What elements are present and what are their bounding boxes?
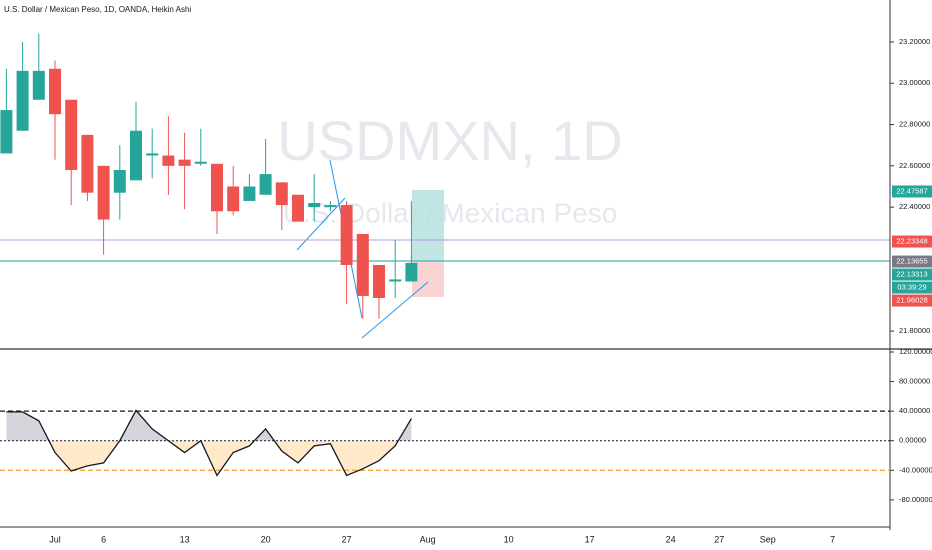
header: U.S. Dollar / Mexican Peso, 1D, OANDA, H… (4, 5, 191, 14)
candle-body (292, 194, 304, 222)
price-badge (892, 235, 932, 248)
candle-body (0, 110, 13, 154)
countdown: 03:39:29 (897, 283, 926, 292)
candle-body (243, 186, 256, 201)
x-tick-label: Sep (760, 534, 776, 544)
long-position-target[interactable] (412, 190, 444, 261)
candle-body (97, 165, 110, 220)
trend-line[interactable] (361, 281, 429, 339)
y-tick-label: 40.00000 (899, 406, 930, 415)
price-badge-label: 22.13313 (896, 270, 927, 279)
candle-body (162, 155, 175, 166)
x-tick-label: 13 (180, 534, 190, 544)
y-tick-label: 120.00000 (899, 347, 932, 356)
candle-body (113, 169, 126, 193)
watermark-name: U.S. Dollar / Mexican Peso (283, 197, 618, 228)
candle-body (389, 279, 402, 282)
x-tick-label: 20 (261, 534, 271, 544)
price-badge (892, 255, 932, 268)
candle-body (405, 262, 418, 282)
candle-body (308, 203, 321, 208)
y-tick-label: 21.80000 (899, 326, 930, 335)
y-tick-label: 22.40000 (899, 202, 930, 211)
y-tick-label: -40.00000 (899, 465, 932, 474)
price-badge (892, 294, 932, 307)
x-tick-label: 17 (585, 534, 595, 544)
price-badge-label: 21.96028 (896, 296, 927, 305)
candle-body (81, 134, 94, 193)
y-tick-label: -80.00000 (899, 495, 932, 504)
watermark-symbol: USDMXN, 1D (277, 109, 622, 172)
price-badge (892, 185, 932, 198)
candle-body (16, 70, 29, 131)
y-tick-label: 22.60000 (899, 161, 930, 170)
candle-body (49, 68, 61, 115)
candle-body (227, 186, 240, 212)
x-tick-label: 10 (504, 534, 514, 544)
x-tick-label: Aug (420, 534, 436, 544)
y-tick-label: 80.00000 (899, 377, 930, 386)
x-tick-label: 7 (830, 534, 835, 544)
y-tick-label: 23.20000 (899, 37, 930, 46)
price-badge-label: 22.13655 (896, 257, 927, 266)
candle-body (146, 153, 159, 156)
price-badge-label: 22.47587 (896, 186, 927, 195)
x-tick-label: 27 (714, 534, 724, 544)
candle-body (194, 161, 207, 164)
candle-body (356, 233, 369, 296)
candle-body (275, 182, 288, 206)
y-tick-label: 0.00000 (899, 436, 926, 445)
price-badge-label: 22.23348 (896, 237, 927, 246)
y-tick-label: 23.00000 (899, 78, 930, 87)
trend-line[interactable] (296, 197, 346, 251)
candle-body (373, 264, 385, 299)
x-tick-label: 27 (342, 534, 352, 544)
candle-body (32, 70, 45, 100)
indicator-line (6, 409, 412, 477)
x-tick-label: 24 (666, 534, 676, 544)
x-tick-label: Jul (49, 534, 61, 544)
candle-body (178, 159, 191, 166)
candle-body (211, 163, 223, 212)
candle-body (65, 99, 78, 170)
candle-body (259, 174, 272, 195)
candle-body (324, 205, 337, 208)
price-badge (892, 268, 932, 281)
x-tick-label: 6 (101, 534, 106, 544)
candle-body (130, 130, 142, 181)
y-tick-label: 22.80000 (899, 120, 930, 129)
countdown-badge (892, 281, 932, 294)
candle-body (340, 205, 353, 265)
